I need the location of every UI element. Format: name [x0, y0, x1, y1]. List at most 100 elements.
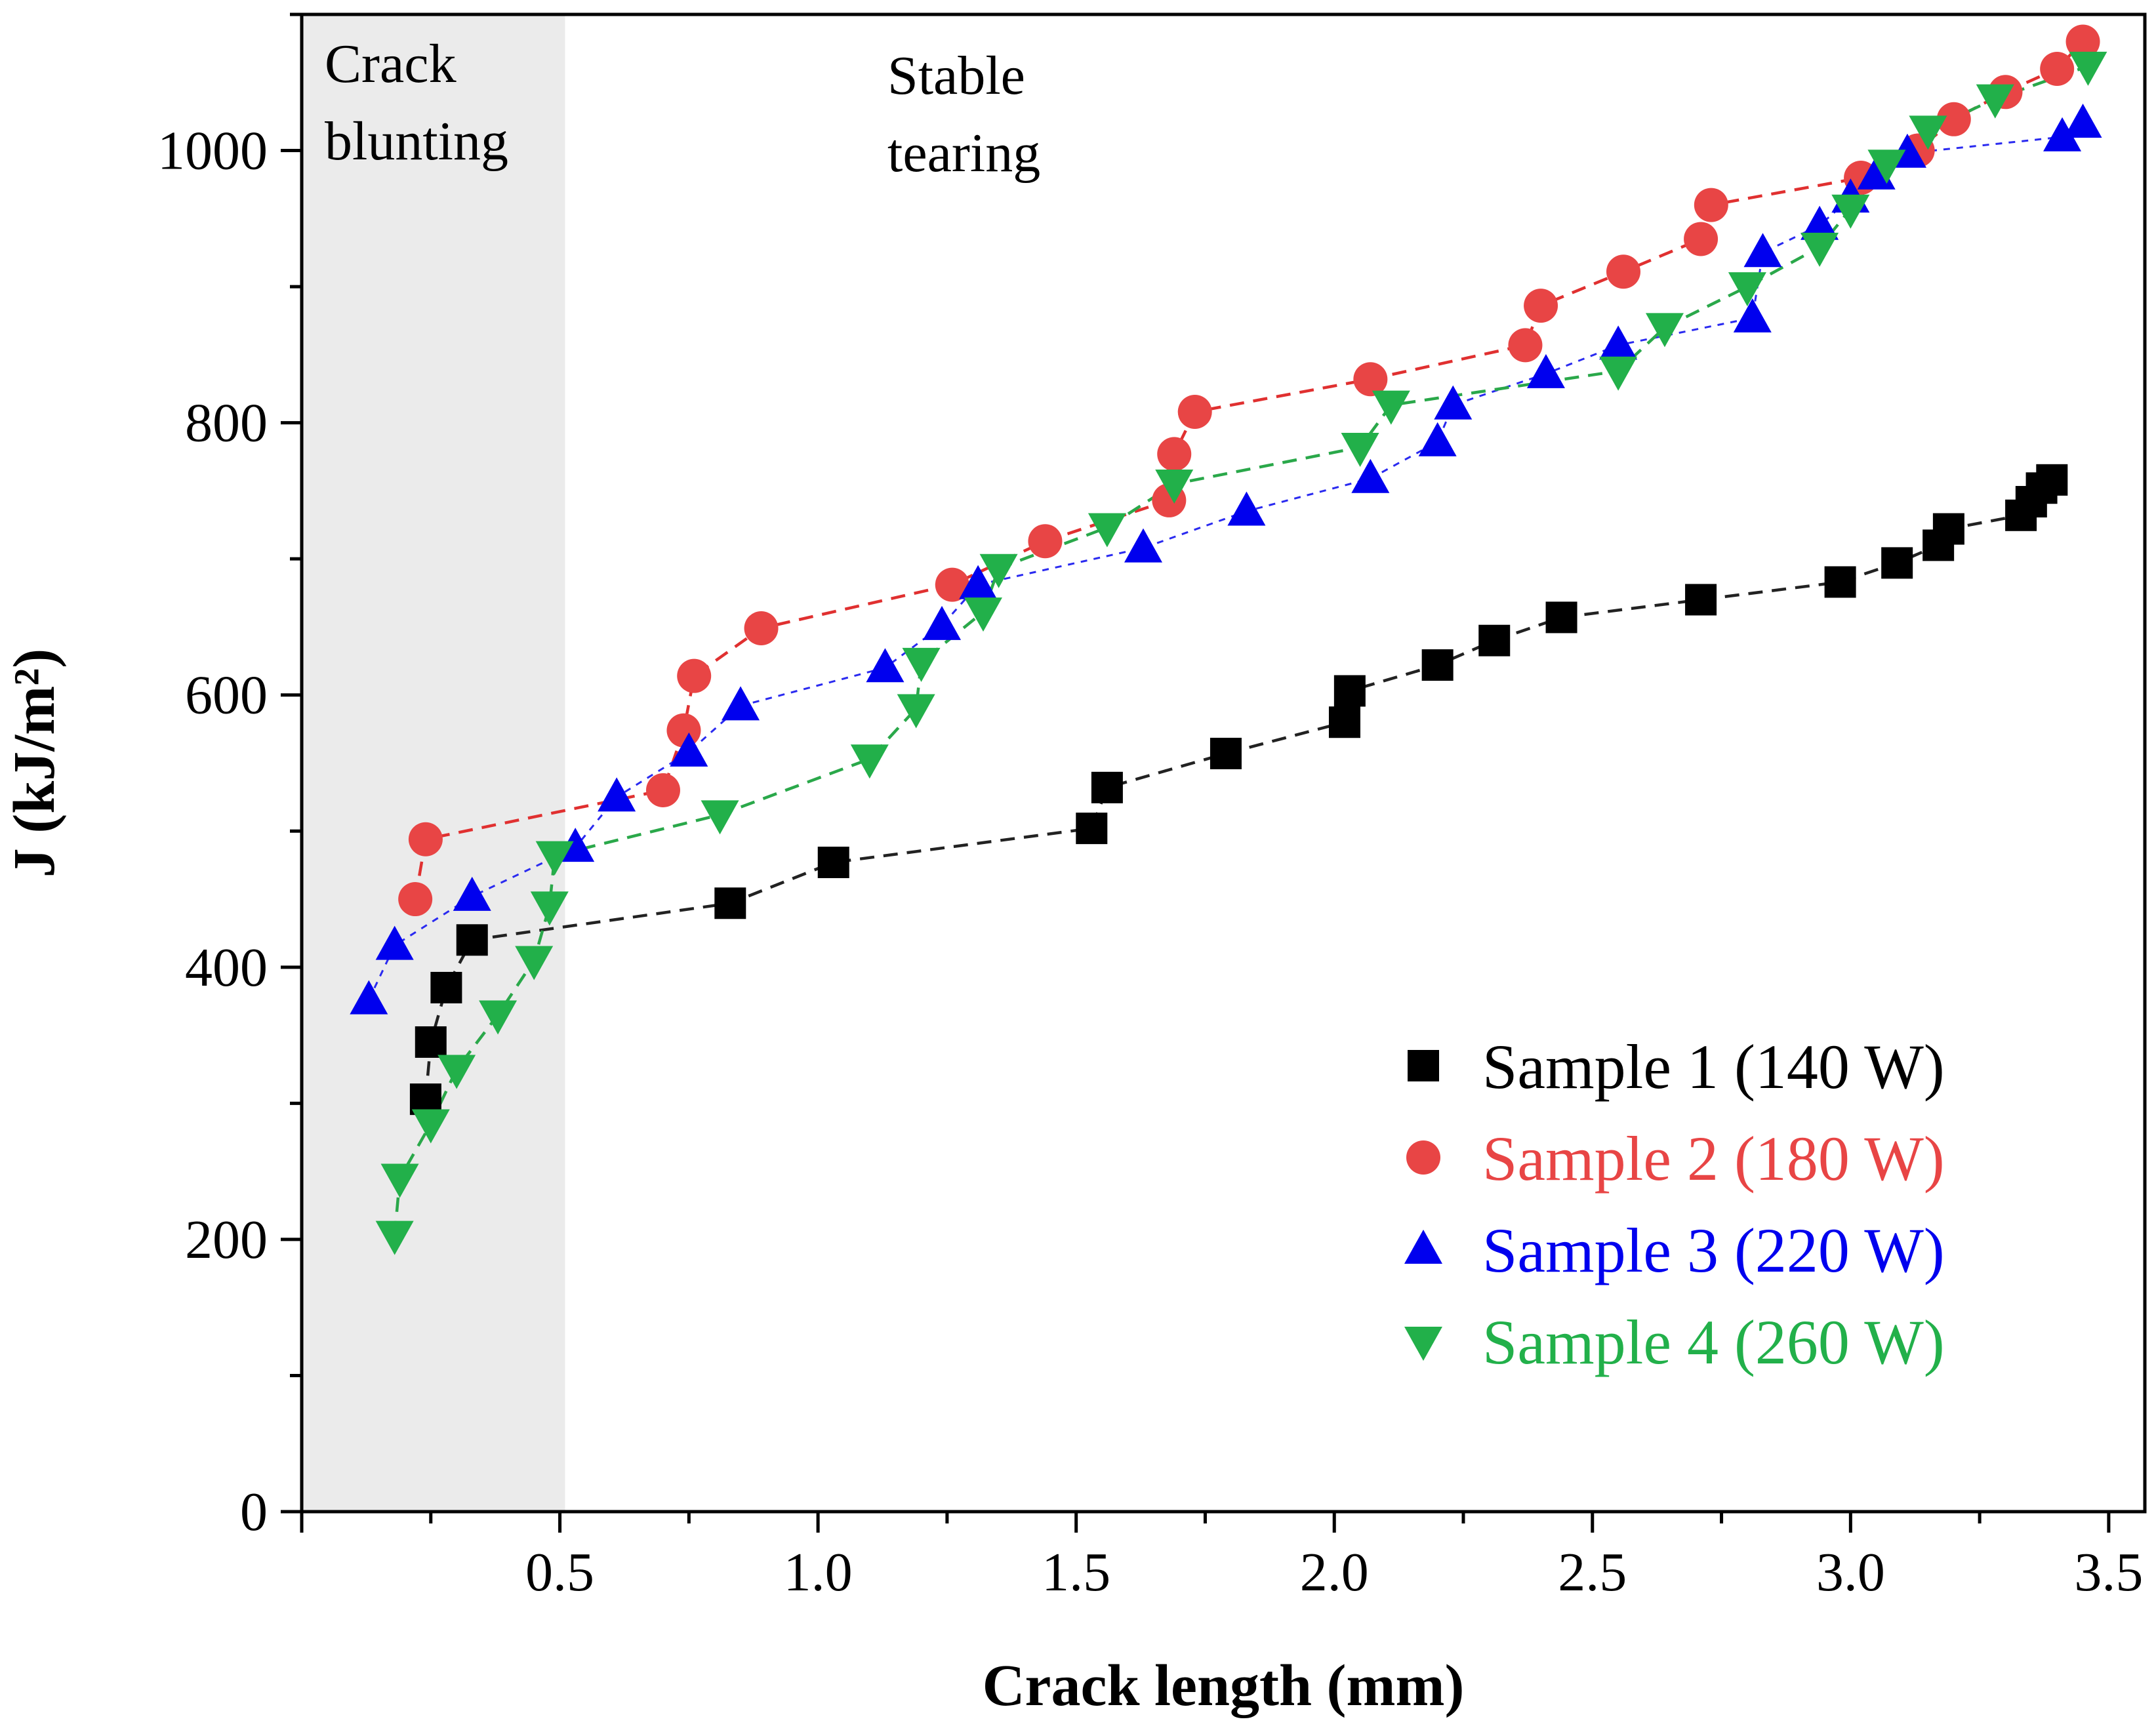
series-3-point: [350, 980, 388, 1015]
series-4-point: [979, 554, 1018, 588]
series-4-point: [1728, 272, 1766, 307]
series-3-point: [923, 605, 962, 640]
legend-marker-4: [1404, 1327, 1442, 1361]
series-3-point: [1227, 491, 1266, 526]
y-tick-label: 1000: [157, 121, 268, 182]
x-tick-label: 3.5: [2074, 1542, 2143, 1603]
y-tick-label: 600: [185, 665, 268, 726]
series-2-point: [1157, 437, 1192, 472]
series-4-point: [902, 647, 941, 682]
series-4-point: [380, 1163, 419, 1198]
series-4-point: [1867, 150, 1906, 184]
series-4-point: [1831, 194, 1870, 229]
series-1-point: [2036, 464, 2068, 496]
series-3-point: [1124, 528, 1162, 563]
series-4-point: [1088, 513, 1126, 548]
series-1-point: [1076, 813, 1108, 845]
y-tick-label: 200: [185, 1209, 268, 1270]
series-3-point: [1800, 205, 1839, 240]
series-2-point: [1353, 362, 1388, 397]
series-3-point: [453, 876, 491, 911]
series-2-point: [1508, 328, 1543, 363]
series-3-point: [1526, 353, 1565, 388]
series-4-point: [2069, 51, 2107, 86]
crack-blunting-region: [302, 14, 565, 1512]
series-4-point: [437, 1055, 476, 1089]
series-4-point: [535, 841, 574, 876]
x-axis-title: Crack length (mm): [983, 1653, 1465, 1718]
series-1-point: [1932, 513, 1964, 545]
legend-marker-3: [1404, 1230, 1442, 1264]
region-label-line: Crack: [325, 33, 457, 94]
series-4-point: [850, 744, 889, 779]
series-3-point: [375, 925, 414, 960]
series-3-point: [2064, 104, 2102, 138]
series-markers: [350, 24, 2107, 1255]
series-4-point: [1645, 313, 1684, 348]
series-4-point: [1800, 232, 1839, 267]
legend-marker-2: [1406, 1140, 1440, 1175]
series-4-point: [1372, 390, 1410, 425]
series-2-point: [677, 658, 712, 693]
series-4-point: [1341, 432, 1379, 467]
series-3-point: [598, 777, 636, 812]
series-3-point: [1418, 422, 1457, 456]
stable-tearing-label: Stable tearing: [887, 45, 1040, 184]
crack-blunting-label: Crack blunting: [325, 33, 508, 172]
region-label-line: Stable: [887, 45, 1025, 106]
series-3-point: [1434, 385, 1473, 420]
series-3-point: [670, 732, 708, 767]
series-3-point: [1351, 458, 1390, 493]
series-2-point: [1028, 524, 1063, 559]
series-1-point: [456, 924, 488, 956]
series-1-point: [1824, 566, 1856, 598]
series-1-point: [1421, 649, 1454, 681]
series-4-point: [479, 1000, 518, 1035]
series-3-point: [1599, 325, 1638, 360]
series-1-point: [1478, 624, 1511, 656]
series-4-point: [1909, 115, 1947, 150]
series-2-point: [408, 822, 443, 856]
series-1-point: [817, 847, 849, 879]
x-tick-label: 1.5: [1042, 1542, 1110, 1603]
series-2-point: [1694, 188, 1728, 222]
legend-label-3: Sample 3 (220 W): [1482, 1215, 1945, 1285]
series-2-point: [1524, 289, 1558, 323]
series-2-point: [935, 567, 969, 602]
series-3-point: [866, 648, 905, 683]
series-4-point: [1599, 356, 1638, 391]
legend-marker-1: [1408, 1050, 1439, 1081]
region-label-line: blunting: [325, 111, 508, 172]
series-1-point: [430, 971, 462, 1003]
series-2-point: [2065, 24, 2100, 59]
x-tick-label: 2.0: [1300, 1542, 1369, 1603]
legend-label-2: Sample 2 (180 W): [1482, 1123, 1945, 1194]
series-4-point: [515, 946, 554, 980]
series-2-point: [744, 611, 779, 646]
x-tick-label: 3.0: [1816, 1542, 1885, 1603]
legend: Sample 1 (140 W) Sample 2 (180 W) Sample 3…: [1404, 1032, 1945, 1377]
series-1-point: [1328, 706, 1360, 738]
series-4-point: [964, 597, 1002, 632]
x-tick-label: 1.0: [784, 1542, 853, 1603]
series-4-point: [411, 1109, 450, 1144]
y-axis-title: J (kJ/m²): [2, 649, 67, 877]
legend-label-1: Sample 1 (140 W): [1482, 1032, 1945, 1102]
series-4-point: [701, 800, 739, 835]
series-3-point: [722, 686, 760, 721]
series-1-point: [415, 1026, 447, 1058]
series-1-point: [1545, 601, 1577, 634]
x-tick-label: 0.5: [525, 1542, 594, 1603]
series-1-point: [1685, 584, 1717, 616]
series-2-point: [1936, 102, 1971, 136]
series-4-point: [530, 891, 569, 926]
y-tick-label: 400: [185, 937, 268, 998]
series-1-point: [1881, 547, 1913, 579]
y-tick-label: 800: [185, 393, 268, 454]
series-1-point: [1210, 737, 1242, 769]
series-1-point: [1333, 675, 1366, 707]
legend-label-4: Sample 4 (260 W): [1482, 1307, 1945, 1377]
series-2-point: [398, 882, 433, 917]
series-4-point: [897, 694, 935, 729]
